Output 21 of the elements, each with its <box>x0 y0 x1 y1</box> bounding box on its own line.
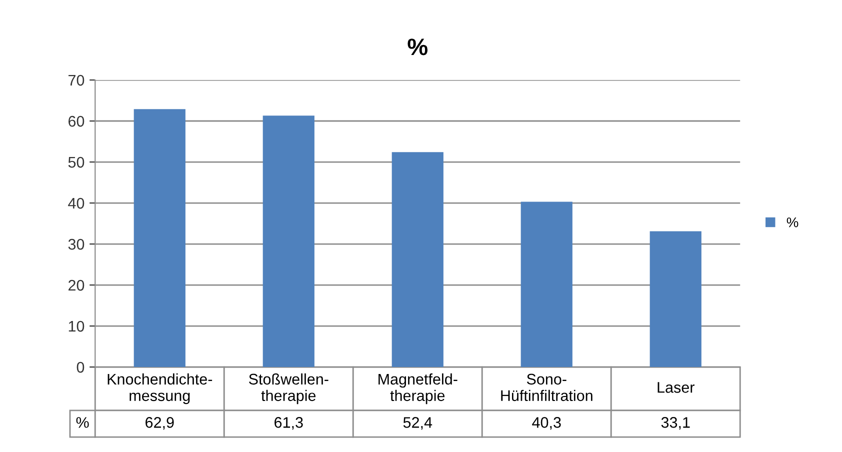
x-tick-label: Magnetfeld- therapie <box>378 373 458 404</box>
y-tick-label: 60 <box>68 116 84 127</box>
x-tick-label: Knochendichte- messung <box>108 373 212 404</box>
data-label: 61,3 <box>274 417 303 430</box>
data-label: 33,1 <box>661 417 690 430</box>
x-tick-label: Stoßwellen- therapie <box>249 373 328 404</box>
x-tick-label: Laser <box>658 382 694 393</box>
legend-label: % <box>786 217 798 228</box>
data-label: 62,9 <box>146 417 174 430</box>
y-tick-label: 20 <box>68 280 84 291</box>
y-tick-label: 50 <box>68 156 84 168</box>
y-tick-label: 0 <box>76 362 84 373</box>
data-label: 40,3 <box>532 417 561 430</box>
y-tick-label: 10 <box>68 320 84 332</box>
chart-title: % <box>408 38 428 56</box>
y-tick-label: 40 <box>68 198 84 209</box>
text: % <box>76 417 89 428</box>
data-label: 52,4 <box>403 417 432 430</box>
y-tick-label: 30 <box>68 238 84 250</box>
y-tick-label: 70 <box>68 74 84 86</box>
x-tick-label: Sono- Hüftinfiltration <box>501 374 592 402</box>
